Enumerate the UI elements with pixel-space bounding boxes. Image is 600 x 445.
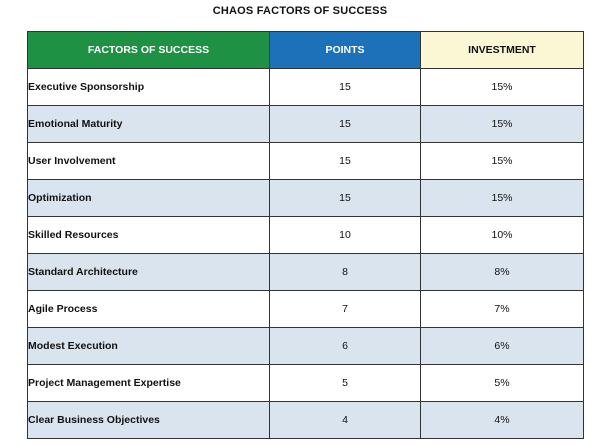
table-row: Emotional Maturity 15 15% [27, 105, 584, 143]
investment-cell: 15% [420, 179, 584, 217]
table-row: Clear Business Objectives 4 4% [27, 401, 584, 439]
investment-column-header: INVESTMENT [420, 31, 584, 69]
points-cell: 10 [269, 216, 421, 254]
points-cell: 7 [269, 290, 421, 328]
table-row: User Involvement 15 15% [27, 142, 584, 180]
factor-cell: Optimization [27, 179, 270, 217]
factor-cell: Skilled Resources [27, 216, 270, 254]
points-cell: 15 [269, 142, 421, 180]
investment-cell: 15% [420, 68, 584, 106]
header-row: FACTORS OF SUCCESS POINTS INVESTMENT [27, 31, 584, 69]
factor-cell: Modest Execution [27, 327, 270, 365]
investment-cell: 5% [420, 364, 584, 402]
investment-cell: 4% [420, 401, 584, 439]
points-cell: 15 [269, 105, 421, 143]
table-row: Project Management Expertise 5 5% [27, 364, 584, 402]
success-factors-table: FACTORS OF SUCCESS POINTS INVESTMENT Exe… [27, 31, 584, 439]
points-cell: 4 [269, 401, 421, 439]
factor-column-header: FACTORS OF SUCCESS [27, 31, 270, 69]
table-title: CHAOS FACTORS OF SUCCESS [212, 5, 388, 17]
investment-cell: 6% [420, 327, 584, 365]
table-row: Optimization 15 15% [27, 179, 584, 217]
table-row: Agile Process 7 7% [27, 290, 584, 328]
table-row: Modest Execution 6 6% [27, 327, 584, 365]
investment-cell: 15% [420, 142, 584, 180]
factor-cell: User Involvement [27, 142, 270, 180]
table-row: Skilled Resources 10 10% [27, 216, 584, 254]
table-row: Standard Architecture 8 8% [27, 253, 584, 291]
factor-cell: Clear Business Objectives [27, 401, 270, 439]
investment-cell: 10% [420, 216, 584, 254]
points-cell: 6 [269, 327, 421, 365]
factor-cell: Emotional Maturity [27, 105, 270, 143]
factor-cell: Project Management Expertise [27, 364, 270, 402]
factor-cell: Executive Sponsorship [27, 68, 270, 106]
investment-cell: 8% [420, 253, 584, 291]
points-cell: 5 [269, 364, 421, 402]
investment-cell: 7% [420, 290, 584, 328]
factor-cell: Agile Process [27, 290, 270, 328]
points-cell: 15 [269, 68, 421, 106]
investment-cell: 15% [420, 105, 584, 143]
table-row: Executive Sponsorship 15 15% [27, 68, 584, 106]
points-cell: 8 [269, 253, 421, 291]
points-cell: 15 [269, 179, 421, 217]
points-column-header: POINTS [269, 31, 421, 69]
factor-cell: Standard Architecture [27, 253, 270, 291]
